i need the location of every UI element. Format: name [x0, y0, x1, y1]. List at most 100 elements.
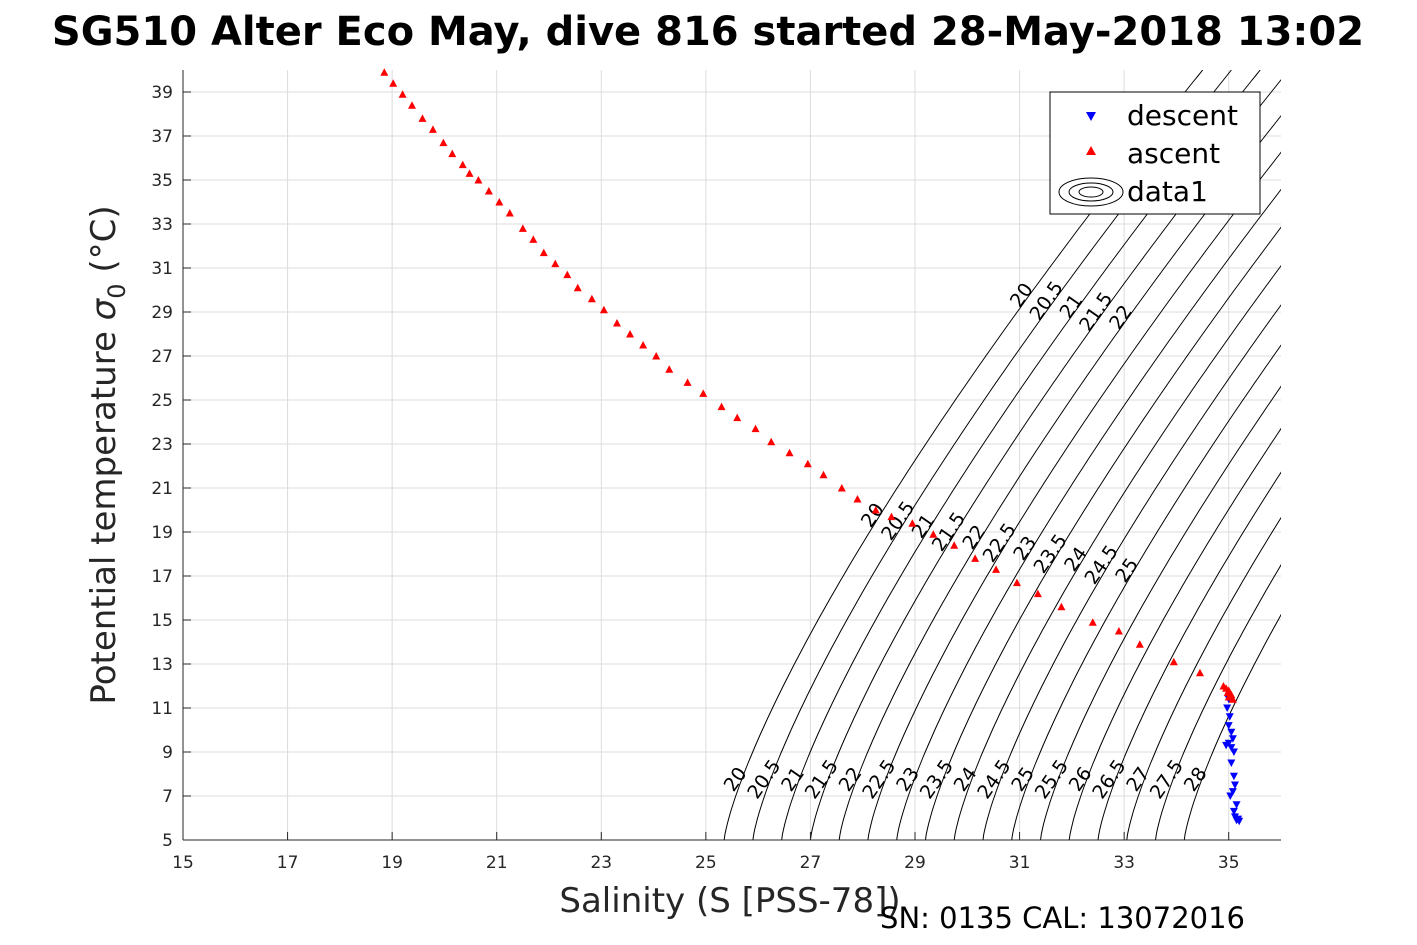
ascent-point	[1195, 668, 1204, 677]
ascent-point	[1012, 578, 1021, 587]
y-tick-label: 15	[151, 611, 173, 631]
legend-contour-icon	[1058, 177, 1124, 207]
y-tick-label: 5	[162, 831, 173, 851]
descent-point	[1235, 817, 1244, 826]
ascent-point	[1223, 688, 1232, 697]
descent-point	[1227, 728, 1236, 737]
ascent-point	[573, 283, 582, 292]
y-tick-label: 35	[151, 171, 173, 191]
descent-point	[1224, 722, 1233, 730]
ascent-point	[853, 495, 862, 503]
y-tick-label: 29	[151, 303, 173, 323]
y-tick-label: 37	[151, 127, 173, 147]
ascent-point	[529, 235, 538, 243]
legend-ascent-marker	[1086, 146, 1096, 155]
ascent-point	[1228, 695, 1237, 703]
ascent-point	[495, 198, 504, 206]
contour-line	[1040, 385, 1281, 840]
ascent-point	[837, 484, 846, 492]
contour-line	[1126, 516, 1281, 840]
contour-line	[1183, 613, 1281, 840]
ascent-point	[971, 554, 980, 562]
x-axis-label: Salinity (S [PSS-78])	[559, 881, 900, 921]
y-tick-label: 19	[151, 523, 173, 543]
ascent-point	[717, 402, 726, 411]
y-tick-label: 21	[151, 479, 173, 499]
y-tick-label: 11	[151, 699, 173, 719]
y-tick-label: 25	[151, 391, 173, 411]
descent-point	[1229, 772, 1238, 781]
ascent-point	[448, 149, 457, 158]
descent-point	[1222, 741, 1231, 750]
contour-line	[982, 304, 1281, 840]
x-tick-label: 21	[486, 853, 508, 873]
ascent-point	[539, 248, 548, 257]
descent-point	[1230, 781, 1239, 789]
ascent-point	[505, 209, 514, 217]
descent-point	[1229, 807, 1238, 816]
legend-ascent-label: ascent	[1127, 137, 1220, 170]
ascent-point	[484, 187, 493, 195]
contour-line	[953, 264, 1281, 840]
ascent-point	[699, 389, 708, 397]
ascent-point	[929, 530, 938, 538]
ascent-point	[626, 330, 635, 338]
ascent-point	[389, 79, 398, 87]
descent-point	[1228, 788, 1237, 796]
ascent-point	[683, 378, 692, 386]
ascent-point	[887, 512, 896, 521]
chart-title: SG510 Alter Eco May, dive 816 started 28…	[52, 9, 1364, 55]
ascent-point	[1169, 657, 1178, 666]
contour-line	[925, 226, 1281, 840]
y-tick-label: 13	[151, 655, 173, 675]
descent-point	[1232, 801, 1241, 809]
ascent-point	[950, 541, 959, 549]
ascent-point	[428, 125, 437, 133]
x-tick-label: 35	[1218, 853, 1240, 873]
ascent-point	[665, 365, 674, 373]
ascent-point	[398, 90, 407, 98]
x-tick-label: 33	[1113, 853, 1135, 873]
contour-line	[1011, 344, 1281, 840]
ascent-point	[1224, 693, 1233, 701]
ascent-point	[380, 68, 389, 76]
ascent-point	[1088, 618, 1097, 626]
ascent-point	[458, 160, 467, 169]
ascent-point	[612, 319, 621, 327]
x-tick-label: 17	[277, 853, 299, 873]
descent-point	[1226, 792, 1235, 800]
ascent-point	[465, 169, 474, 177]
y-tick-label: 31	[151, 259, 173, 279]
y-tick-label: 9	[162, 743, 173, 763]
ascent-point	[819, 470, 828, 479]
descent-point	[1228, 735, 1237, 743]
footer-serial-calibration: SN: 0135 CAL: 13072016	[880, 901, 1245, 935]
ascent-point	[518, 224, 527, 232]
y-tick-label: 17	[151, 567, 173, 587]
x-tick-label: 27	[800, 853, 822, 873]
x-tick-label: 23	[590, 853, 612, 873]
ascent-point	[439, 138, 448, 147]
ascent-point	[474, 176, 483, 184]
ascent-point	[639, 341, 648, 349]
ascent-point	[599, 305, 608, 314]
contour-line	[1097, 471, 1281, 840]
descent-point	[1227, 744, 1236, 752]
ascent-point	[733, 413, 742, 422]
y-tick-label: 23	[151, 435, 173, 455]
ascent-point	[652, 352, 661, 360]
ascent-point	[803, 459, 812, 468]
legend-descent-label: descent	[1127, 99, 1238, 132]
ascent-point	[587, 294, 596, 303]
contour-line	[1155, 564, 1281, 840]
ascent-point	[1033, 589, 1042, 598]
ascent-point	[1057, 602, 1066, 611]
descent-point	[1229, 748, 1238, 756]
y-axis-label: Potential temperature σ0 (°C)	[84, 205, 131, 704]
tick-labels: 15 17 19 21 23 25 27 29 31 33 35 5 7 9 11 13 15 17 19 21 23 2…	[151, 83, 1239, 873]
legend-contour-label: data1	[1127, 175, 1208, 208]
data-markers	[380, 68, 1244, 826]
contour-line	[896, 188, 1281, 840]
legend-descent-marker	[1086, 112, 1096, 121]
